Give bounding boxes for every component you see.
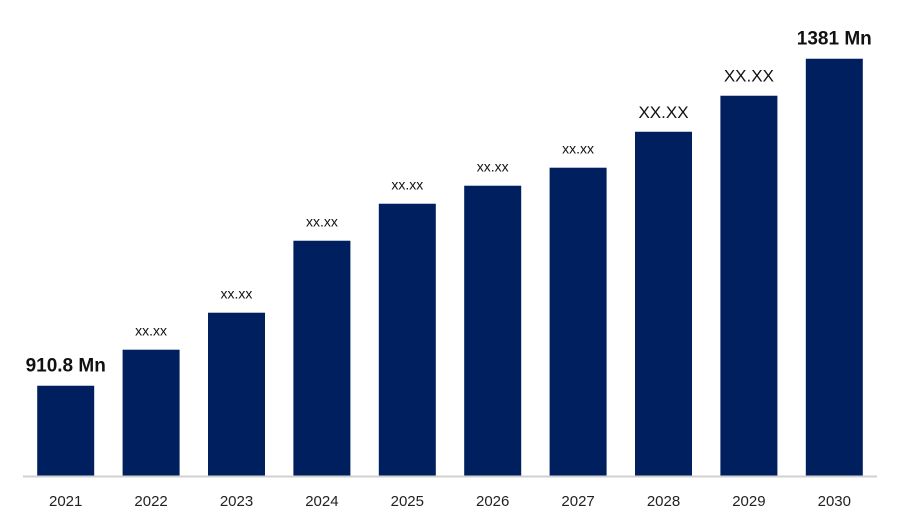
x-tick-2030: 2030 — [818, 493, 851, 510]
bar-2025 — [378, 203, 436, 476]
bar-2021 — [37, 385, 95, 476]
data-label-2030: 1381 Mn — [797, 29, 872, 50]
bar-2028 — [635, 131, 692, 476]
data-label-2023: xx.xx — [221, 286, 253, 302]
data-label-2028: XX.XX — [638, 103, 688, 122]
x-tick-2022: 2022 — [134, 493, 167, 510]
bar-2024 — [293, 240, 351, 476]
data-label-2026: xx.xx — [477, 159, 509, 175]
bar-2029 — [720, 95, 778, 476]
x-tick-2028: 2028 — [647, 493, 680, 510]
bar-2026 — [464, 185, 522, 476]
x-tick-2021: 2021 — [49, 493, 82, 510]
bar-2027 — [549, 167, 607, 476]
bar-2030 — [805, 58, 863, 477]
x-tick-2027: 2027 — [561, 493, 594, 510]
bar-2022 — [122, 349, 180, 476]
data-label-2027: xx.xx — [562, 141, 594, 157]
bar-2023 — [208, 312, 265, 476]
data-label-2021: 910.8 Mn — [26, 356, 106, 377]
data-label-2024: xx.xx — [306, 214, 338, 230]
x-tick-2029: 2029 — [732, 493, 765, 510]
data-label-2022: xx.xx — [135, 323, 167, 339]
x-tick-2025: 2025 — [391, 493, 424, 510]
x-tick-2023: 2023 — [220, 493, 253, 510]
x-tick-2026: 2026 — [476, 493, 509, 510]
data-label-2025: xx.xx — [391, 177, 423, 193]
data-label-2029: XX.XX — [724, 67, 774, 86]
x-tick-2024: 2024 — [305, 493, 338, 510]
